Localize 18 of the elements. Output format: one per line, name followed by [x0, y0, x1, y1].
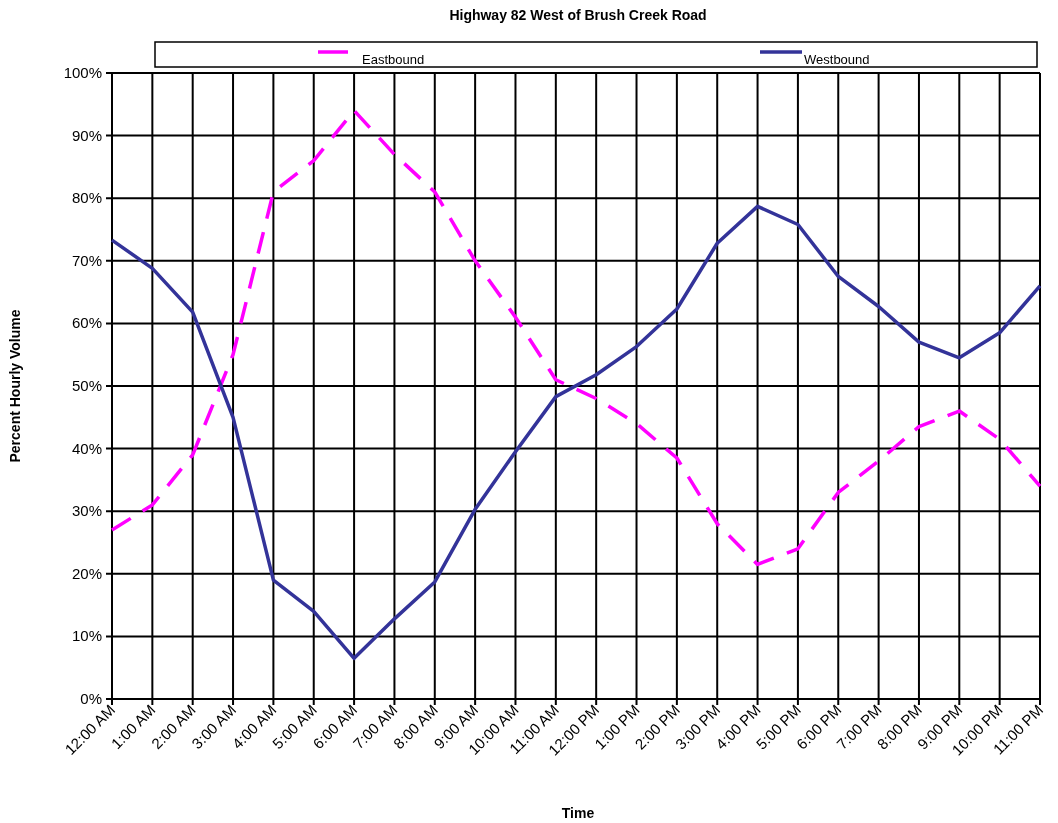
y-tick-label: 20% — [71, 564, 102, 582]
y-tick-label: 30% — [71, 502, 102, 520]
legend-label: Westbound — [804, 52, 870, 67]
y-tick-label: 70% — [71, 251, 102, 269]
y-tick-label: 0% — [80, 690, 102, 707]
legend-label: Eastbound — [362, 52, 425, 67]
y-tick-label: 100% — [63, 64, 102, 81]
y-tick-label: 80% — [71, 189, 102, 207]
y-tick-label: 90% — [71, 126, 102, 144]
y-tick-label: 50% — [71, 377, 102, 394]
chart-title: Highway 82 West of Brush Creek Road — [449, 7, 707, 23]
y-tick-label: 60% — [71, 314, 102, 332]
y-axis-title: Percent Hourly Volume — [7, 309, 23, 463]
y-tick-label: 10% — [71, 627, 102, 645]
line-series — [110, 204, 1042, 661]
y-tick-label: 40% — [71, 439, 102, 457]
line-series — [110, 108, 1042, 567]
x-axis-title: Time — [561, 805, 595, 821]
